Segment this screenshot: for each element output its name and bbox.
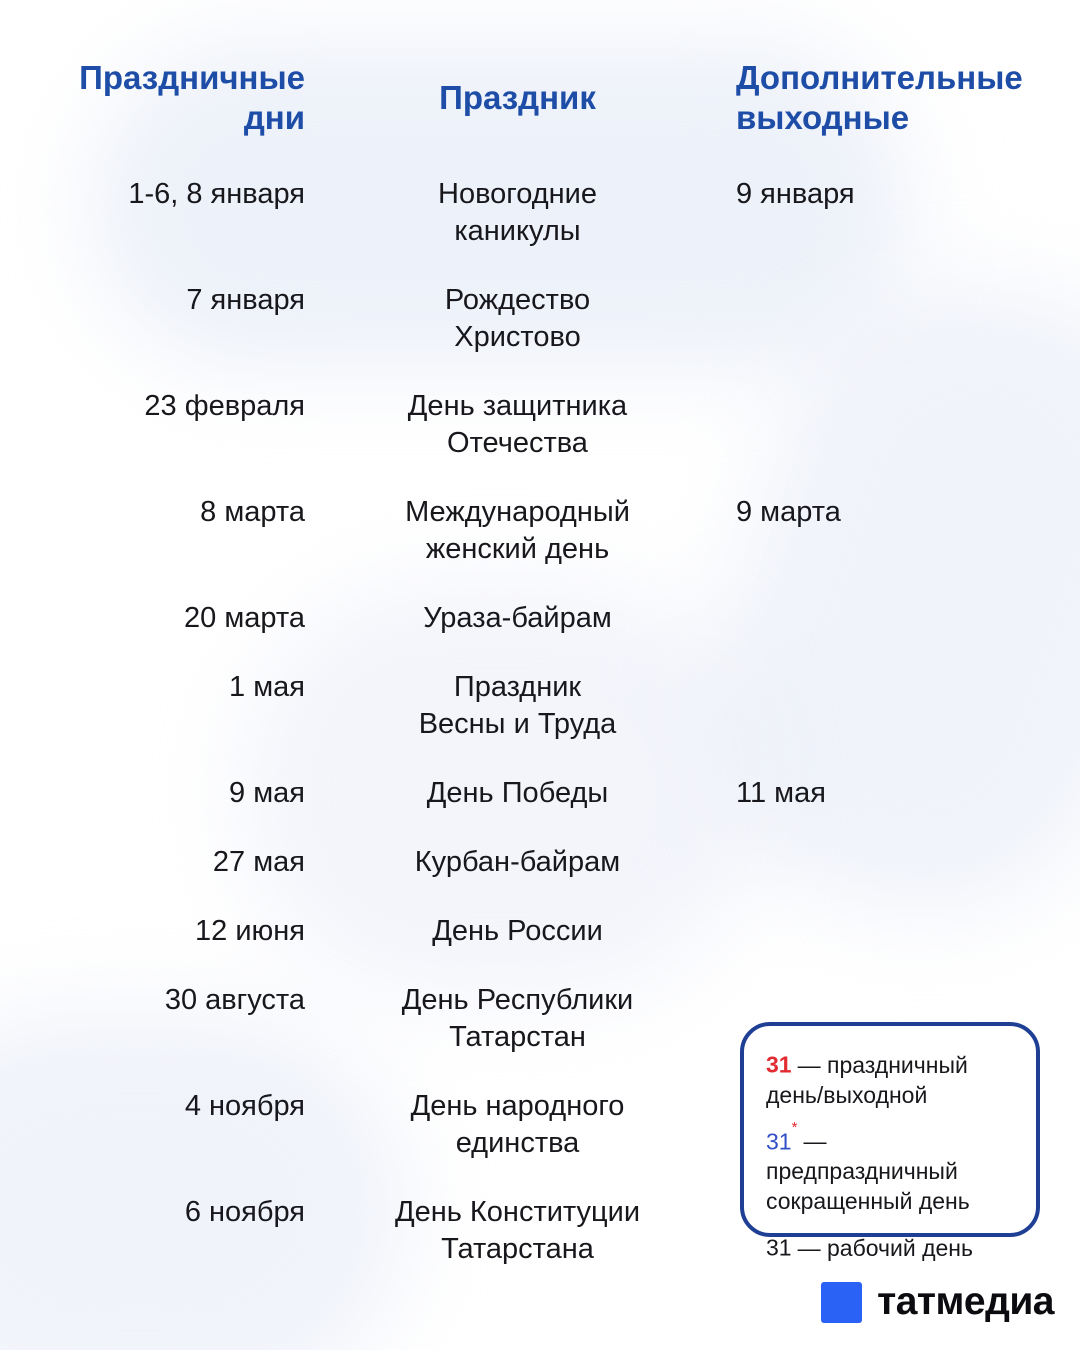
- holiday-name-cell: Рождество Христово: [444, 284, 591, 353]
- holiday-name-cell: Международный женский день: [405, 496, 630, 565]
- table-body: 1-6, 8 января Новогодние каникулы 9 янва…: [0, 176, 1080, 1268]
- table-row: 27 мая Курбан-байрам: [0, 844, 1080, 881]
- holiday-dates-cell: 27 мая: [212, 846, 305, 878]
- column-header-extra-days: Дополнительные выходные: [736, 59, 1023, 136]
- holiday-name-cell: День Конституции Татарстана: [394, 1196, 641, 1265]
- table-row: 1 мая Праздник Весны и Труда: [0, 669, 1080, 743]
- table-row: 8 марта Международный женский день 9 мар…: [0, 494, 1080, 568]
- holiday-dates-cell: 7 января: [186, 284, 305, 316]
- holiday-name-cell: Ураза-байрам: [423, 602, 612, 634]
- table-row: 4 ноября День народного единства: [0, 1088, 1080, 1162]
- table-row: 9 мая День Победы 11 мая: [0, 775, 1080, 812]
- holiday-name-cell: День Республики Татарстан: [401, 984, 634, 1053]
- background-blob: [240, 580, 760, 1000]
- holiday-dates-cell: 1 мая: [229, 671, 305, 703]
- legend-text: — предпраздничный сокращенный день: [766, 1128, 970, 1215]
- table-row: 23 февраля День защитника Отечества: [0, 388, 1080, 462]
- extra-days-cell: [730, 388, 1040, 462]
- holiday-dates-cell: 1-6, 8 января: [128, 178, 305, 210]
- extra-days-cell: [730, 844, 1040, 881]
- extra-days-cell: 9 января: [736, 178, 855, 210]
- tatmedia-logo: татмедиа: [821, 1280, 1054, 1324]
- legend-number-preholiday: 31: [766, 1128, 792, 1155]
- holiday-dates-cell: 9 мая: [229, 777, 305, 809]
- background-blob: [90, 40, 910, 370]
- legend-text: — рабочий день: [797, 1234, 973, 1261]
- table-row: 6 ноября День Конституции Татарстана: [0, 1194, 1080, 1268]
- holidays-table: Праздничные дни Праздник Дополнительные …: [0, 58, 1080, 1268]
- extra-days-cell: [730, 913, 1040, 950]
- legend-number-holiday: 31: [766, 1051, 792, 1078]
- table-header-row: Праздничные дни Праздник Дополнительные …: [0, 58, 1080, 138]
- legend-item-preholiday: 31*— предпраздничный сокращенный день: [766, 1118, 1018, 1217]
- holiday-dates-cell: 20 марта: [184, 602, 305, 634]
- legend-asterisk: *: [791, 1118, 798, 1136]
- holiday-dates-cell: 8 марта: [200, 496, 305, 528]
- legend-box: 31— праздничный день/выходной 31*— предп…: [740, 1022, 1040, 1261]
- background-blob: [0, 1010, 410, 1350]
- table-row: 20 марта Ураза-байрам: [0, 600, 1080, 637]
- extra-days-cell: 11 мая: [736, 777, 826, 809]
- legend-item-holiday: 31— праздничный день/выходной: [766, 1045, 1018, 1110]
- holiday-name-cell: Курбан-байрам: [414, 846, 621, 878]
- table-row: 30 августа День Республики Татарстан: [0, 982, 1080, 1056]
- holiday-name-cell: Праздник Весны и Труда: [418, 671, 617, 740]
- holiday-dates-cell: 4 ноября: [184, 1090, 305, 1122]
- holiday-name-cell: День защитника Отечества: [407, 390, 628, 459]
- extra-days-cell: [730, 282, 1040, 356]
- holiday-name-cell: День Победы: [426, 777, 609, 809]
- holiday-dates-cell: 30 августа: [164, 984, 305, 1016]
- holiday-dates-cell: 6 ноября: [184, 1196, 305, 1228]
- holiday-dates-cell: 23 февраля: [144, 390, 305, 422]
- legend-text: — праздничный день/выходной: [766, 1051, 968, 1108]
- extra-days-cell: [730, 600, 1040, 637]
- column-header-holiday-dates: Праздничные дни: [79, 59, 305, 136]
- table-row: 1-6, 8 января Новогодние каникулы 9 янва…: [0, 176, 1080, 250]
- holiday-name-cell: День народного единства: [410, 1090, 625, 1159]
- extra-days-cell: 9 марта: [736, 496, 841, 528]
- holiday-name-cell: День России: [432, 915, 603, 947]
- holiday-name-cell: Новогодние каникулы: [438, 178, 597, 247]
- extra-days-cell: [730, 669, 1040, 743]
- column-header-holiday-name: Праздник: [439, 79, 596, 116]
- legend-number-workday: 31: [766, 1234, 792, 1261]
- legend-item-workday: 31— рабочий день: [766, 1228, 1018, 1263]
- holiday-dates-cell: 12 июня: [195, 915, 305, 947]
- logo-text: татмедиа: [877, 1280, 1054, 1323]
- table-row: 12 июня День России: [0, 913, 1080, 950]
- table-row: 7 января Рождество Христово: [0, 282, 1080, 356]
- logo-square-icon: [821, 1281, 863, 1323]
